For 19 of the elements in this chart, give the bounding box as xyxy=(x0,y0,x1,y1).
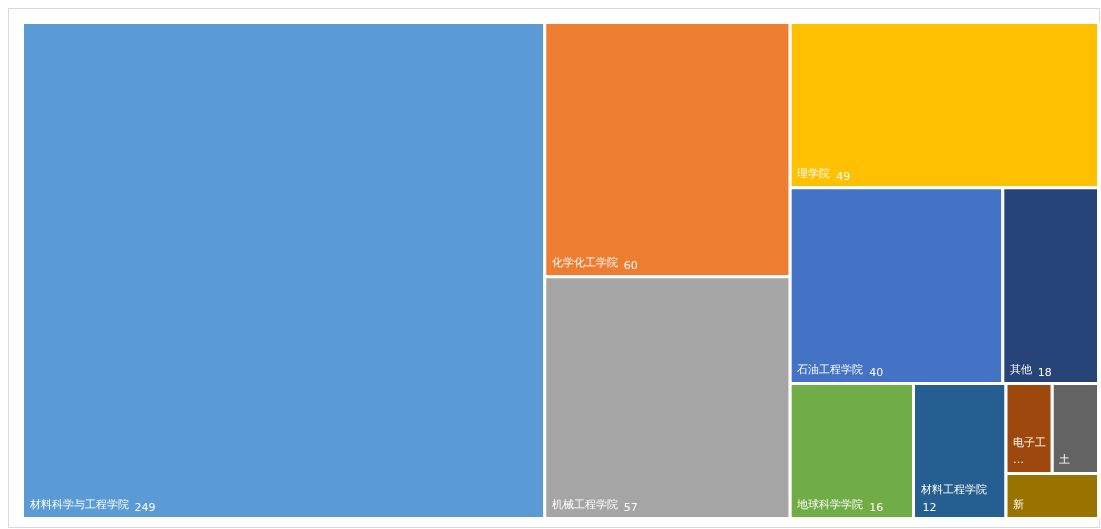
data-label: 18 xyxy=(1037,365,1052,379)
category-label: 理学院 xyxy=(797,166,831,180)
data-label: 16 xyxy=(869,500,884,514)
category-label: 地球科学学院 xyxy=(796,497,864,511)
category-label: 材料工程学院 xyxy=(919,482,987,496)
category-label: 土 xyxy=(1059,452,1071,466)
data-label: 40 xyxy=(869,365,884,379)
category-label: 材料科学与工程学院 xyxy=(28,497,129,511)
data-label: 49 xyxy=(836,169,851,183)
data-label: 57 xyxy=(623,500,638,514)
data-label: 12 xyxy=(922,500,937,514)
category-label: 电子工… xyxy=(1013,435,1046,466)
category-label: 石油工程学院 xyxy=(797,362,864,376)
data-label: 60 xyxy=(623,258,638,272)
category-label: 化学化工学院 xyxy=(551,255,618,269)
category-label: 新 xyxy=(1013,497,1024,511)
category-label: 机械工程学院 xyxy=(551,497,618,511)
data-label: 249 xyxy=(134,500,156,514)
category-label: 其他 xyxy=(1009,362,1032,376)
